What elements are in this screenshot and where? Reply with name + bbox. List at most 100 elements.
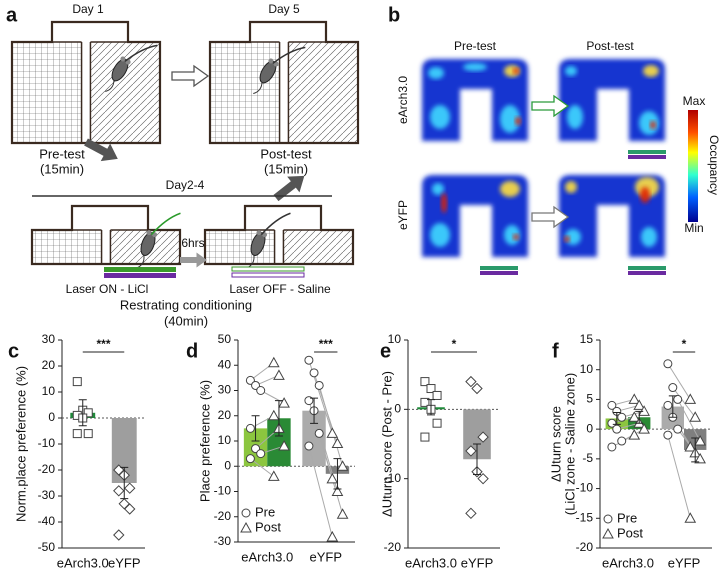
y-tick-label: -10 [38,436,56,450]
heatmap-spot [428,67,444,79]
point [314,380,324,390]
mouse-ear [146,230,152,236]
y-tick-label: -30 [214,534,232,548]
point [663,400,673,410]
heatmap-spot [564,236,570,242]
error-bar [635,410,644,424]
point [267,470,280,481]
y-tick-label: 50 [218,332,232,346]
arrow [171,64,210,88]
chamber-hatch [90,42,160,143]
x-tick-label: eArch3.0 [602,555,654,570]
row-label: eArch3.0 [396,76,410,124]
x-tick-label: eYFP [461,555,494,570]
point [273,369,285,380]
point [72,429,82,439]
pair-line [250,458,275,477]
point [278,440,290,451]
laser-bar [104,267,176,272]
y-tick-label: 15 [580,332,594,346]
point [465,445,477,457]
drug-bar [231,272,305,278]
y-tick-label: 0 [224,458,231,472]
y-axis-label: ΔUturn score [548,406,563,482]
arrow [84,138,118,162]
point [432,390,442,400]
y-tick-label: -10 [384,471,402,485]
optic-fiber [150,212,181,236]
point [684,440,697,452]
point [607,400,617,410]
point [694,452,706,464]
heatmap [559,175,665,257]
drug-bar [480,271,518,275]
column-label: Post-test [586,39,634,53]
session-duration: (15min) [264,161,308,176]
laser-bar [480,266,518,270]
mouse-body [140,232,156,256]
point [638,423,650,434]
y-tick-label: -50 [38,540,56,554]
point [426,384,436,394]
error-bar [333,458,342,490]
heatmap-spot [463,63,487,71]
point [465,375,477,388]
x-tick-label: eYFP [108,555,141,570]
mouse-body [259,60,277,84]
legend-marker [603,514,613,524]
point [612,424,622,434]
point [432,418,442,428]
point [245,454,255,464]
heatmap-spot [565,181,577,193]
point [628,393,641,404]
point [689,411,702,422]
y-tick-label: -5 [582,451,593,465]
pair-line [318,433,344,515]
y-axis-label: ΔUturn score (Post - Pre) [379,371,394,517]
x-tick-label: eYFP [309,549,342,564]
significance-label: * [452,337,457,351]
point [668,383,678,393]
error-bar [668,395,677,418]
y-tick-label: 20 [42,358,56,372]
significance-label: *** [96,337,110,351]
error-bar [78,399,87,427]
divider [52,41,128,143]
y-tick-label: 30 [42,332,56,346]
point [477,472,489,485]
point [331,437,344,449]
point [420,377,430,387]
heatmap-spot [500,181,520,197]
y-tick-label: 10 [388,332,402,346]
point [304,355,314,365]
arrow [273,175,305,202]
y-tick-label: 10 [580,362,594,376]
laser-bar [231,266,305,272]
heatmap [559,59,665,141]
session-duration: (15min) [40,161,84,176]
legend-marker [240,521,252,533]
error-bar [691,437,700,463]
point [663,359,673,369]
significance-label: *** [319,337,333,351]
panel-label: d [186,340,198,362]
point [336,460,349,471]
point [628,411,641,422]
point [663,430,673,440]
legend-label: Pre [255,504,275,519]
point [471,382,483,395]
conditioning-duration: (40min) [164,313,208,328]
divider [250,41,326,143]
heatmap-spot [500,105,520,133]
point [83,429,93,439]
heatmap-spot [567,105,583,129]
point [607,442,617,452]
row-label: eYFP [396,200,410,230]
colorbar-title: Occupancy [707,135,721,195]
drug-bar [628,155,666,159]
chamber-hatch [283,230,353,264]
y-tick-label: -20 [576,540,594,554]
heatmap-spot [640,187,650,203]
y-tick-label: -20 [214,509,232,523]
colorbar-max: Max [683,94,706,108]
